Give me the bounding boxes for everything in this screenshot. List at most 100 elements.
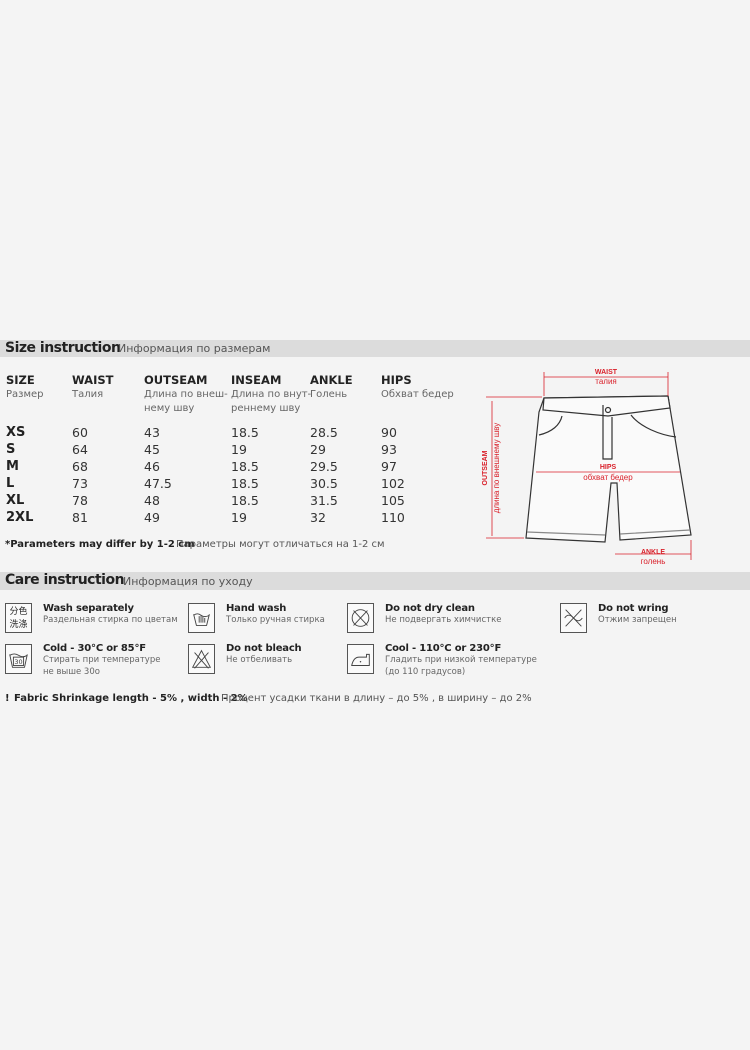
care-item-title: Do not dry clean xyxy=(385,603,475,614)
table-cell: 73 xyxy=(72,476,88,491)
column-subheader: Обхват бедер xyxy=(381,389,454,400)
table-cell: 48 xyxy=(144,493,160,508)
care-item: Do not bleach Не отбеливать xyxy=(226,643,302,666)
column-header: INSEAM xyxy=(231,373,282,387)
care-item: Do not wring Отжим запрещен xyxy=(598,603,677,626)
do-not-bleach-icon xyxy=(188,644,215,674)
care-item-subtitle: Раздельная стирка по цветам xyxy=(43,615,178,625)
table-cell: 19 xyxy=(231,510,247,525)
care-item-title: Do not bleach xyxy=(226,643,302,654)
care-section-title: Care instruction xyxy=(5,572,125,588)
table-cell: 105 xyxy=(381,493,405,508)
column-header: OUTSEAM xyxy=(144,373,208,387)
care-section-subtitle: Информация по уходу xyxy=(123,575,253,588)
table-cell: 29.5 xyxy=(310,459,338,474)
table-cell: 60 xyxy=(72,425,88,440)
hips-label-ru: обхват бедер xyxy=(583,473,633,482)
table-cell: 68 xyxy=(72,459,88,474)
wash-separately-icon: 分色 洗涤 xyxy=(5,603,32,633)
care-item-title: Hand wash xyxy=(226,603,287,614)
care-item-subtitle-2: не выше 30o xyxy=(43,667,100,677)
hips-label: HIPS xyxy=(600,464,617,471)
size-label: S xyxy=(6,442,16,457)
table-cell: 29 xyxy=(310,442,326,457)
care-item-title: Wash separately xyxy=(43,603,134,614)
table-cell: 93 xyxy=(381,442,397,457)
size-section-title: Size instruction xyxy=(5,340,121,356)
column-header: WAIST xyxy=(72,373,114,387)
shorts-diagram: WAIST талия HIPS обхват бедер ANKLE голе… xyxy=(482,369,692,566)
table-cell: 102 xyxy=(381,476,405,491)
column-header: SIZE xyxy=(6,373,35,387)
table-cell: 81 xyxy=(72,510,88,525)
column-subheader: Размер xyxy=(6,389,44,400)
size-note: *Parameters may differ by 1-2 cm xyxy=(5,539,195,550)
hand-wash-icon xyxy=(188,603,215,633)
warning-icon: ! xyxy=(5,693,10,704)
care-item-subtitle-2: (до 110 градусов) xyxy=(385,667,466,677)
table-cell: 64 xyxy=(72,442,88,457)
table-cell: 32 xyxy=(310,510,326,525)
size-label: 2XL xyxy=(6,510,34,525)
ankle-label: ANKLE xyxy=(641,549,665,556)
table-cell: 18.5 xyxy=(231,476,259,491)
size-label: M xyxy=(6,459,19,474)
column-subheader: Длина по внеш-нему шву xyxy=(144,389,228,414)
care-item-title: Cold - 30°C or 85°F xyxy=(43,643,146,654)
care-section-header xyxy=(0,572,750,590)
table-cell: 18.5 xyxy=(231,459,259,474)
care-item-subtitle: Гладить при низкой температуре xyxy=(385,655,537,665)
size-section-subtitle: Информация по размерам xyxy=(118,342,271,355)
waist-label-ru: талия xyxy=(595,377,617,386)
column-header: ANKLE xyxy=(310,373,353,387)
do-not-dry-clean-icon xyxy=(347,603,374,633)
care-item-title: Do not wring xyxy=(598,603,669,614)
outseam-label-ru: длина по внешнему шву xyxy=(492,423,501,514)
column-subheader: Голень xyxy=(310,389,348,400)
table-cell: 18.5 xyxy=(231,493,259,508)
table-cell: 90 xyxy=(381,425,397,440)
table-cell: 46 xyxy=(144,459,160,474)
do-not-wring-icon xyxy=(560,603,587,633)
table-cell: 28.5 xyxy=(310,425,338,440)
size-label: XL xyxy=(6,493,25,508)
care-item: Do not dry clean Не подвергать химчистке xyxy=(385,603,501,626)
shrinkage-note: Fabric Shrinkage length - 5% , width - 2… xyxy=(14,693,248,704)
wash-30-icon: 30 xyxy=(5,644,32,674)
column-subheader: Длина по внут-реннему шву xyxy=(231,389,312,414)
care-item: Hand wash Только ручная стирка xyxy=(226,603,325,626)
size-label: L xyxy=(6,476,15,491)
care-item-subtitle: Не подвергать химчистке xyxy=(385,615,502,625)
table-cell: 78 xyxy=(72,493,88,508)
table-cell: 97 xyxy=(381,459,397,474)
care-item: Cold - 30°C or 85°F Стирать при температ… xyxy=(43,643,160,678)
outseam-label: OUTSEAM xyxy=(482,450,489,485)
table-cell: 49 xyxy=(144,510,160,525)
care-item: Cool - 110°C or 230°F Гладить при низкой… xyxy=(385,643,537,678)
size-note-ru: Параметры могут отличаться на 1-2 см xyxy=(176,539,385,550)
column-header: HIPS xyxy=(381,373,412,387)
table-cell: 45 xyxy=(144,442,160,457)
care-item-subtitle: Только ручная стирка xyxy=(226,615,325,625)
waist-label: WAIST xyxy=(595,369,618,376)
column-subheader: Талия xyxy=(72,389,104,400)
care-item-subtitle: Отжим запрещен xyxy=(598,615,677,625)
table-cell: 110 xyxy=(381,510,405,525)
shorts-outline xyxy=(525,395,692,543)
shrinkage-note-ru: Процент усадки ткани в длину – до 5% , в… xyxy=(221,693,532,704)
table-cell: 18.5 xyxy=(231,425,259,440)
size-label: XS xyxy=(6,425,26,440)
table-cell: 43 xyxy=(144,425,160,440)
care-item-subtitle: Не отбеливать xyxy=(226,655,293,665)
iron-low-icon xyxy=(347,644,374,674)
care-item: Wash separately Раздельная стирка по цве… xyxy=(43,603,178,626)
svg-text:30: 30 xyxy=(14,658,22,666)
ankle-label-ru: голень xyxy=(641,557,666,566)
table-cell: 19 xyxy=(231,442,247,457)
care-item-subtitle: Стирать при температуре xyxy=(43,655,161,665)
table-cell: 47.5 xyxy=(144,476,172,491)
table-cell: 30.5 xyxy=(310,476,338,491)
table-cell: 31.5 xyxy=(310,493,338,508)
size-section-header xyxy=(0,340,750,357)
care-item-title: Cool - 110°C or 230°F xyxy=(385,643,502,654)
